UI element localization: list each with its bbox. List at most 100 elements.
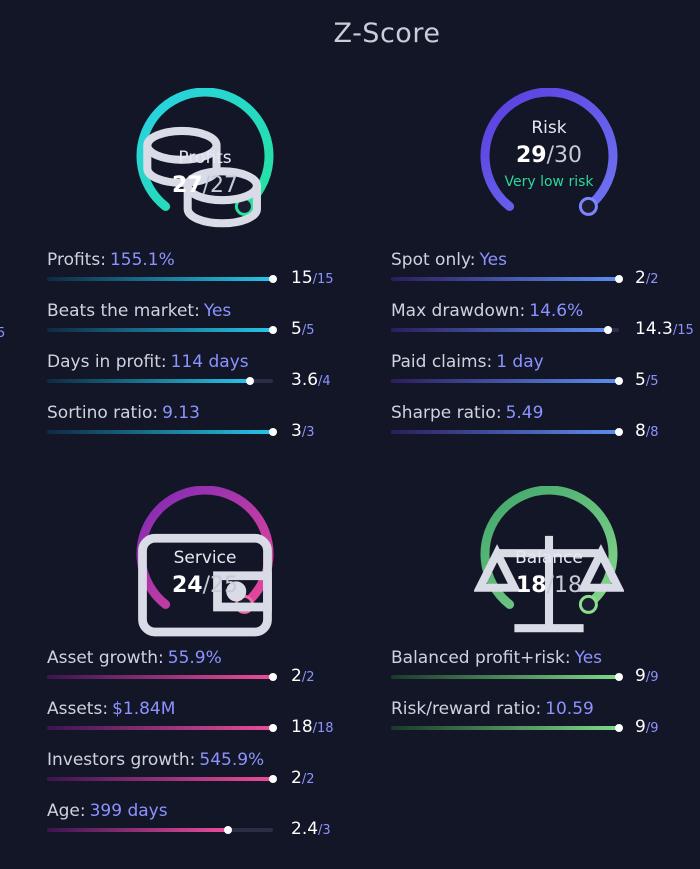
metric-label: Sortino ratio: 9.13 <box>47 403 200 423</box>
metric-progress-dot <box>604 326 612 334</box>
metric-progress-fill <box>47 726 273 730</box>
service-metric-row: Age: 399 days 2.4/3 <box>47 801 347 851</box>
clipped-score-fragment: 5 <box>0 326 6 341</box>
metric-score-max: /8 <box>645 425 659 440</box>
metric-progress-dot <box>269 275 277 283</box>
metric-label-text: Risk/reward ratio: <box>391 699 542 719</box>
metric-score-value: 9 <box>635 717 646 737</box>
balance-score-value: 18 <box>515 573 547 598</box>
metric-score-max: /15 <box>672 323 694 338</box>
risk-score: 29/30 <box>474 143 624 168</box>
metric-value: $1.84M <box>112 699 176 719</box>
metric-score-value: 5 <box>291 319 302 339</box>
metric-label: Beats the market: Yes <box>47 301 231 321</box>
metric-label-text: Sortino ratio: <box>47 403 159 423</box>
metric-value: 10.59 <box>545 699 594 719</box>
metric-progress-track <box>47 673 277 681</box>
balance-gauge: Balance 18/18 <box>474 486 624 633</box>
metric-progress-fill <box>391 675 619 679</box>
profits-score-max: /27 <box>202 173 239 198</box>
profits-score: 27/27 <box>130 173 280 198</box>
metric-progress-dot <box>269 428 277 436</box>
metric-label: Asset growth: 55.9% <box>47 648 222 668</box>
metric-progress-track <box>47 377 273 385</box>
risk-gauge-track <box>480 88 618 211</box>
metric-score-max: /15 <box>312 272 334 287</box>
risk-metric-row: Paid claims: 1 day 5/5 <box>391 352 691 402</box>
profits-metric-row: Days in profit: 114 days 3.6/4 <box>47 352 347 402</box>
metric-score: 14.3/15 <box>635 319 694 339</box>
service-metric-row: Assets: $1.84M 18/18 <box>47 699 347 749</box>
metric-score-value: 3.6 <box>291 370 319 390</box>
risk-score-max: /30 <box>546 143 583 168</box>
risk-gauge-dot <box>578 196 598 216</box>
metric-score: 9/9 <box>635 717 658 737</box>
metric-score: 15/15 <box>291 268 334 288</box>
metric-label: Max drawdown: 14.6% <box>391 301 583 321</box>
balance-metric-row: Balanced profit+risk: Yes 9/9 <box>391 648 691 698</box>
metric-value: 1 day <box>496 352 544 372</box>
risk-gauge-arc <box>480 88 618 216</box>
metric-progress-fill <box>47 379 250 383</box>
metric-value: Yes <box>479 250 507 270</box>
page-title: Z-Score <box>333 18 441 49</box>
service-metric-row: Asset growth: 55.9% 2/2 <box>47 648 347 698</box>
metric-progress-dot <box>269 775 277 783</box>
metric-label-text: Balanced profit+risk: <box>391 648 571 668</box>
metric-label-text: Investors growth: <box>47 750 196 770</box>
service-metric-row: Investors growth: 545.9% 2/2 <box>47 750 347 800</box>
service-score: 24/25 <box>130 573 280 598</box>
metric-label-text: Age: <box>47 801 86 821</box>
metric-label-text: Days in profit: <box>47 352 167 372</box>
metric-label-text: Max drawdown: <box>391 301 526 321</box>
balance-gauge-arc <box>480 486 618 614</box>
metric-score: 9/9 <box>635 666 658 686</box>
metric-value: 114 days <box>170 352 249 372</box>
metric-progress-track <box>47 275 277 283</box>
metric-score-value: 8 <box>635 421 646 441</box>
metric-label-text: Assets: <box>47 699 109 719</box>
metric-label: Spot only: Yes <box>391 250 507 270</box>
metric-score: 2/2 <box>291 666 314 686</box>
metric-progress-fill <box>47 430 273 434</box>
balance-score-max: /18 <box>546 573 583 598</box>
balance-gauge-dot <box>578 594 598 614</box>
profits-metric-row: Beats the market: Yes 5/5 <box>47 301 347 351</box>
metric-progress-dot <box>615 724 623 732</box>
metric-progress-fill <box>391 726 619 730</box>
metric-label: Assets: $1.84M <box>47 699 175 719</box>
metric-score: 2/2 <box>291 768 314 788</box>
metric-progress-track <box>391 377 623 385</box>
metric-progress-fill <box>391 379 619 383</box>
metric-progress-track <box>391 673 623 681</box>
risk-level-text: Very low risk <box>504 174 594 190</box>
profits-gauge-track <box>136 88 274 211</box>
metric-score: 8/8 <box>635 421 658 441</box>
risk-label: Risk <box>531 118 567 138</box>
metric-score-value: 2 <box>635 268 646 288</box>
profits-gauge-arc <box>136 88 274 216</box>
metric-progress-track <box>391 724 623 732</box>
metric-progress-track <box>47 775 277 783</box>
service-gauge: Service 24/25 <box>130 486 280 637</box>
metric-score: 18/18 <box>291 717 334 737</box>
service-score-max: /25 <box>202 573 239 598</box>
metric-value: 545.9% <box>199 750 265 770</box>
metric-progress-fill <box>47 675 273 679</box>
metric-progress-dot <box>224 826 232 834</box>
profits-label: Profits <box>178 148 232 168</box>
service-score-value: 24 <box>171 573 203 598</box>
metric-score: 2.4/3 <box>291 819 331 839</box>
balance-metric-row: Risk/reward ratio: 10.59 9/9 <box>391 699 691 749</box>
metric-progress-fill <box>47 828 228 832</box>
metric-progress-fill <box>391 277 619 281</box>
metric-score-value: 5 <box>635 370 646 390</box>
profits-metric-row: Sortino ratio: 9.13 3/3 <box>47 403 347 453</box>
metric-label: Days in profit: 114 days <box>47 352 249 372</box>
metric-label-text: Asset growth: <box>47 648 164 668</box>
metric-score: 3/3 <box>291 421 314 441</box>
metric-label: Investors growth: 545.9% <box>47 750 264 770</box>
metric-progress-fill <box>47 328 273 332</box>
service-label: Service <box>173 548 237 568</box>
metric-score-max: /2 <box>301 772 315 787</box>
